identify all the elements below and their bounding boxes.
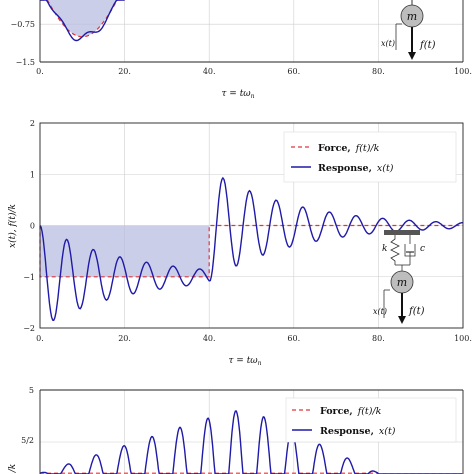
legend-response-label: Response, x(t) (320, 426, 396, 437)
panel-1-x-tick-label: 80. (372, 67, 385, 76)
panel-1-x-tick-label: 60. (287, 67, 300, 76)
mass-label: m (407, 10, 417, 23)
mass-label: m (397, 276, 407, 289)
panel-1-y-tick-label: −1.5 (16, 58, 35, 67)
panel-2-frame (39, 122, 464, 329)
panel-2-x-tick-label: 40. (203, 334, 216, 343)
panel-1-x-tick-label: 40. (203, 67, 216, 76)
panel-3-y-tick-5-half: 5/2 (21, 436, 34, 445)
force-label: f(t) (419, 40, 436, 51)
legend-response-label: Response, x(t) (318, 163, 394, 174)
panel-1-response-line (40, 0, 125, 42)
panel-1-y-tick-label: −0.75 (10, 20, 35, 29)
panel-2-x-axis-label: τ = tωn (228, 356, 261, 367)
panel-1: 0. 20. 40. 60. 80. 100. −0.75 −1.5 τ = tωn m x(… (10, 0, 472, 100)
panel-3-legend: Force, f(t)/k Response, x(t) (285, 397, 457, 443)
panel-1-tick-labels: 0. 20. 40. 60. 80. 100. −0.75 −1.5 (10, 20, 471, 76)
panel-2: 0. 20. 40. 60. 80. 100. −2 −1 0 1 2 x(t), f(t)/k τ… (7, 119, 472, 367)
legend-force-label: Force, f(t)/k (320, 406, 382, 417)
panel-3: 5 5/2 /k Force, f(t)/k Response, x(t) (8, 386, 464, 474)
panel-2-y-tick-label: −2 (23, 324, 35, 333)
panel-2-x-tick-label: 80. (372, 334, 385, 343)
displacement-label: x(t) (381, 39, 395, 48)
panel-1-mass-inset: m x(t) f(t) (381, 0, 436, 60)
panel-2-y-tick-label: 1 (30, 170, 35, 179)
panel-2-x-tick-label: 60. (287, 334, 300, 343)
panel-2-x-tick-label: 20. (118, 334, 131, 343)
panel-2-y-axis-label: x(t), f(t)/k (7, 204, 18, 248)
legend-force-label: Force, f(t)/k (318, 143, 380, 154)
panel-2-x-tick-label: 0. (36, 334, 44, 343)
panel-2-y-tick-label: −1 (23, 273, 35, 282)
panel-3-y-tick-5: 5 (29, 386, 34, 395)
panel-1-x-tick-label: 100. (454, 67, 472, 76)
displacement-label: x(t) (373, 307, 387, 316)
panel-1-x-axis-label: τ = tωn (221, 89, 254, 100)
panel-3-force-line (40, 472, 463, 474)
panel-2-x-tick-label: 100. (454, 334, 472, 343)
force-label: f(t) (408, 306, 425, 317)
spring (390, 235, 400, 265)
panel-2-shaded-area (40, 225, 210, 277)
panel-1-grid (40, 0, 463, 62)
panel-2-mass-inset: k c m x(t) f(t) (373, 230, 425, 324)
panel-2-tick-labels: 0. 20. 40. 60. 80. 100. −2 −1 0 1 2 (23, 119, 472, 343)
panel-2-force-line (39, 224, 463, 278)
panel-2-legend: Force, f(t)/k Response, x(t) (283, 131, 457, 183)
support-plate (384, 230, 420, 235)
panel-1-shaded-area (40, 0, 125, 37)
panel-1-x-tick-label: 20. (118, 67, 131, 76)
panel-2-response-line (39, 176, 463, 322)
spring-label: k (382, 244, 387, 254)
panel-3-y-axis-label: /k (8, 464, 18, 474)
panel-2-y-tick-label: 0 (30, 222, 35, 231)
panel-1-x-tick-label: 0. (36, 67, 44, 76)
panel-2-y-tick-label: 2 (30, 119, 35, 128)
damper-label: c (420, 244, 425, 254)
